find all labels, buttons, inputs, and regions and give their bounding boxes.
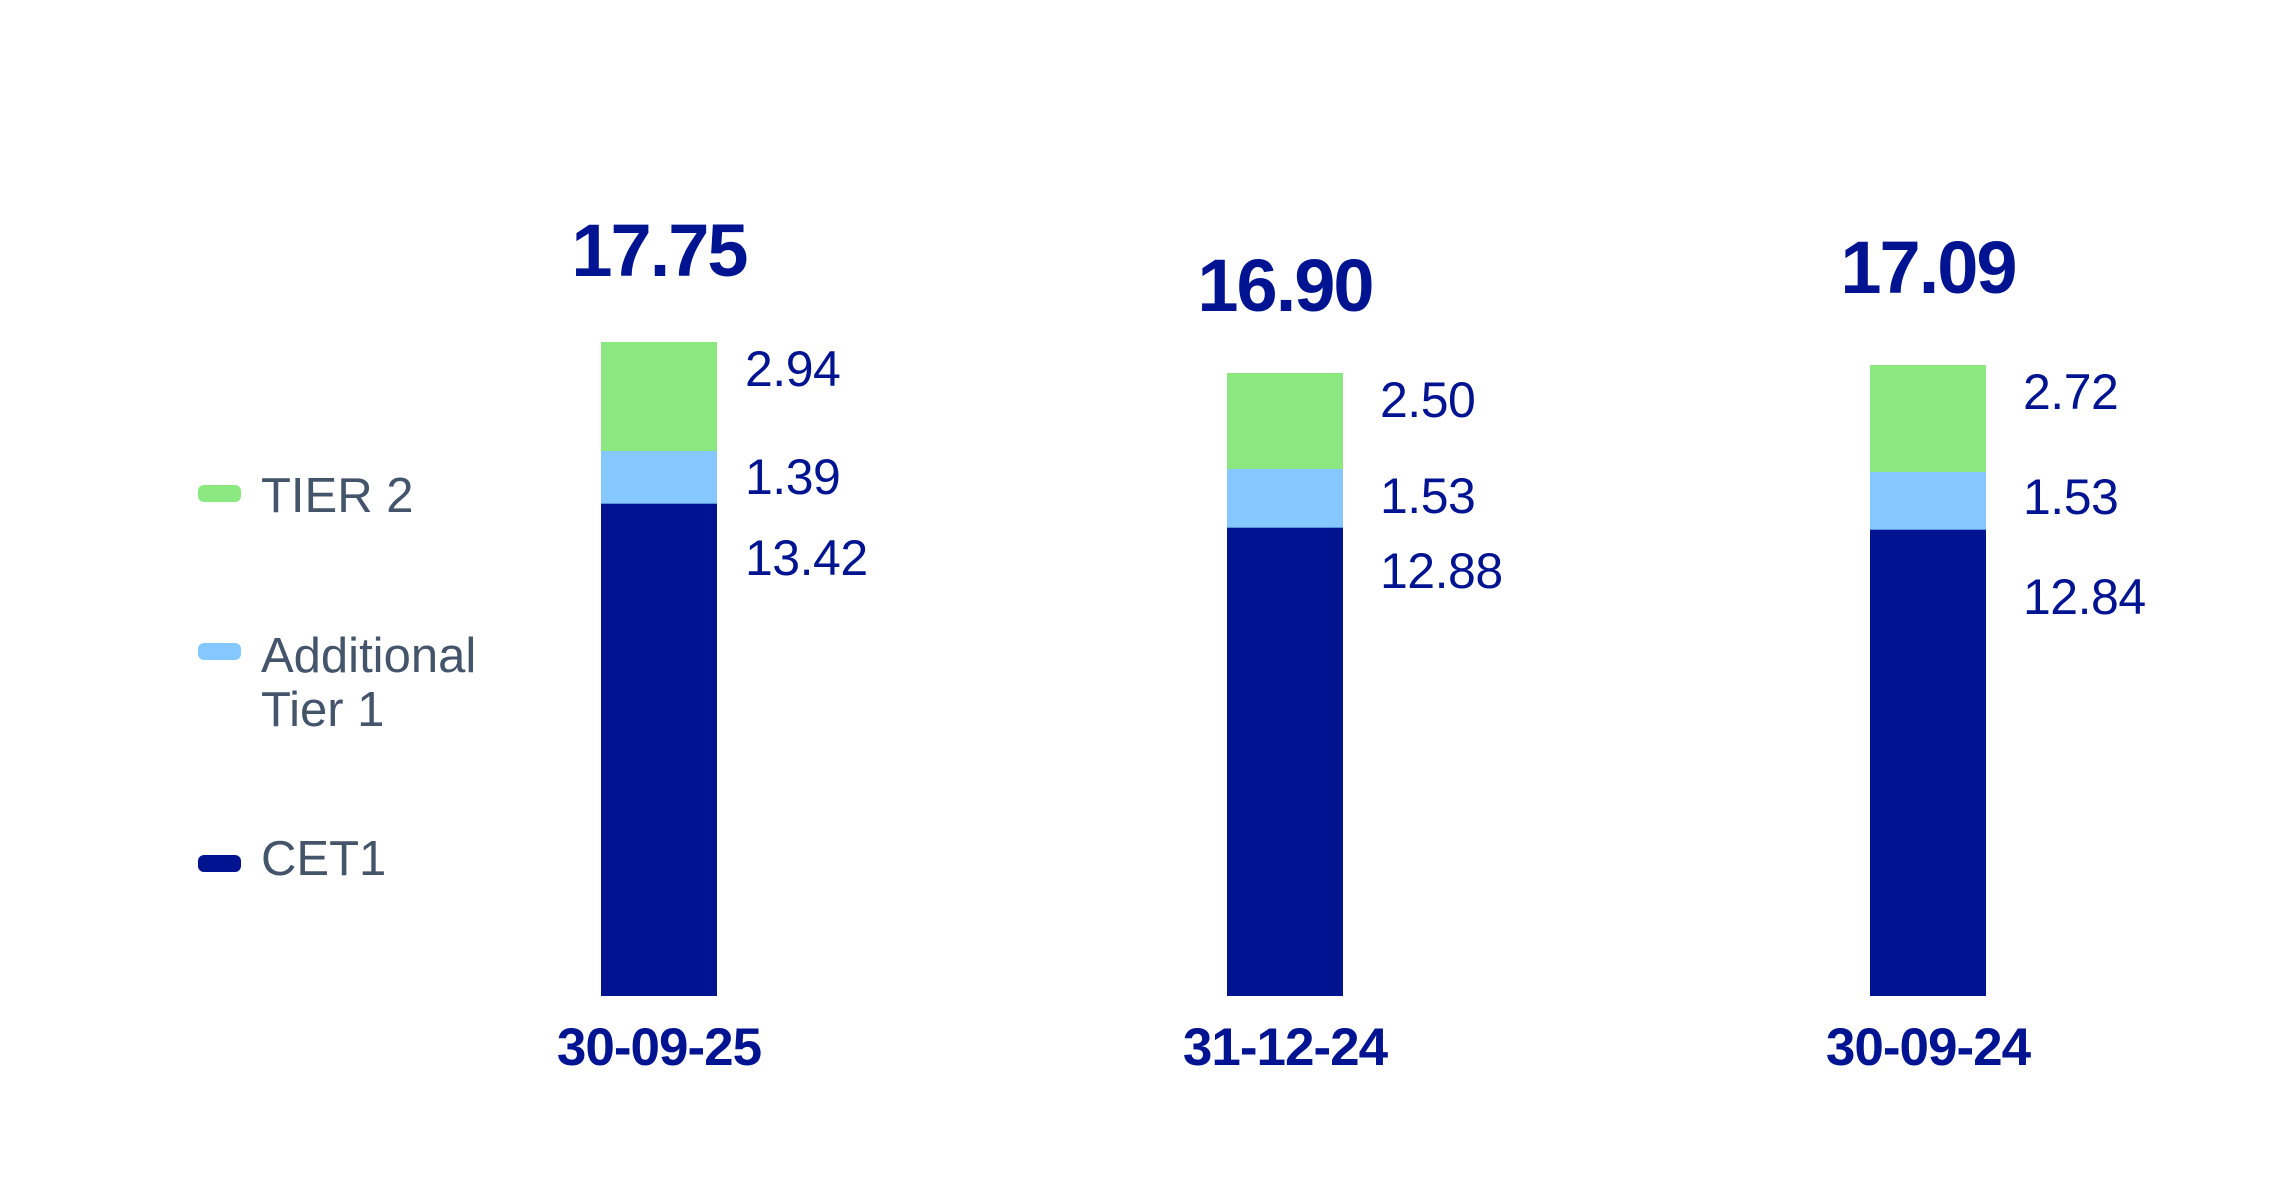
bar-segment-at1 [1227, 469, 1343, 527]
legend-label-line: TIER 2 [261, 469, 414, 523]
value-label-cet1: 12.84 [2023, 569, 2146, 625]
value-label-at1: 1.53 [2023, 469, 2119, 525]
total-label: 16.90 [1197, 244, 1374, 327]
total-label: 17.75 [571, 209, 748, 292]
value-label-cet1: 13.42 [745, 530, 868, 586]
legend-swatch-cet1 [198, 855, 241, 872]
legend-label-tier2: TIER 2 [261, 469, 413, 523]
legend-label-line: Additional [261, 629, 477, 683]
x-axis-label: 30-09-25 [556, 1018, 762, 1077]
bar-segment-cet1 [1227, 527, 1343, 996]
x-axis-label: 31-12-24 [1182, 1018, 1388, 1077]
value-label-cet1: 12.88 [1380, 543, 1503, 599]
value-label-tier2: 2.72 [2023, 364, 2119, 420]
x-axis-label: 30-09-24 [1825, 1018, 2031, 1077]
bar-segment-cet1 [1870, 529, 1986, 996]
bar-segment-tier2 [1227, 373, 1343, 469]
bar-segment-at1 [601, 451, 717, 503]
value-label-tier2: 2.50 [1380, 372, 1476, 428]
legend-label-line: Tier 1 [261, 683, 385, 737]
value-label-at1: 1.53 [1380, 468, 1476, 524]
bar-segment-tier2 [1870, 365, 1986, 472]
bar-segment-tier2 [601, 342, 717, 451]
total-label: 17.09 [1840, 226, 2017, 309]
legend-label-line: CET1 [261, 832, 387, 886]
value-label-at1: 1.39 [745, 449, 841, 505]
legend-swatch-at1 [198, 643, 241, 660]
value-label-tier2: 2.94 [745, 341, 841, 397]
legend-swatch-tier2 [198, 485, 241, 502]
bar-segment-cet1 [601, 503, 717, 996]
legend-label-at1: Additional Tier 1 [261, 629, 476, 737]
legend-label-cet1: CET1 [261, 832, 386, 886]
bar-segment-at1 [1870, 472, 1986, 529]
